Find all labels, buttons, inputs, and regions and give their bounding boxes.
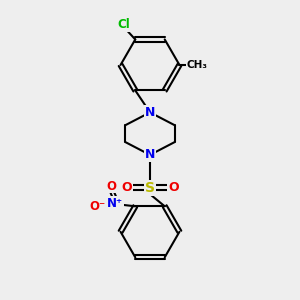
Text: N: N xyxy=(145,148,155,161)
Text: S: S xyxy=(145,181,155,195)
Text: Cl: Cl xyxy=(118,18,130,31)
Text: O⁻: O⁻ xyxy=(90,200,106,213)
Text: CH₃: CH₃ xyxy=(187,60,208,70)
Text: O: O xyxy=(121,181,132,194)
Text: N: N xyxy=(145,106,155,119)
Text: O: O xyxy=(168,181,179,194)
Text: O: O xyxy=(107,179,117,193)
Text: N⁺: N⁺ xyxy=(107,196,123,209)
